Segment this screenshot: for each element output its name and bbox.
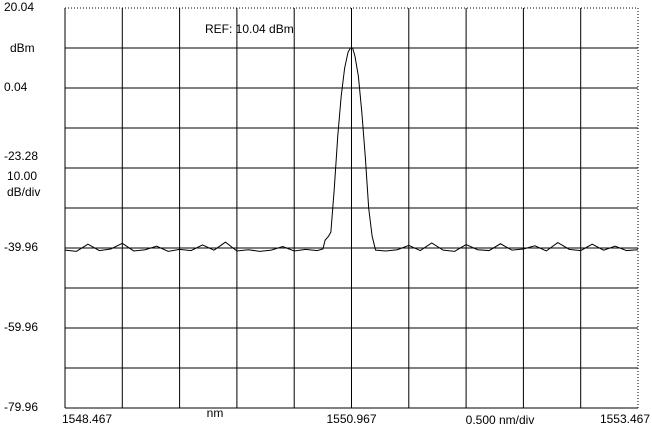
- annotation: 10.00: [7, 169, 37, 183]
- annotation: 0.500 nm/div: [466, 413, 535, 427]
- y-tick-label: -79.96: [4, 400, 38, 414]
- trace: [64, 46, 639, 252]
- x-tick-label: 1548.467: [62, 412, 112, 426]
- frame: [65, 7, 639, 408]
- annotation: -23.28: [4, 149, 38, 163]
- x-tick-label: 1550.967: [326, 412, 376, 426]
- y-tick-label: -59.96: [4, 320, 38, 334]
- y-tick-label: -39.96: [4, 240, 38, 254]
- y-tick-label: 0.04: [4, 80, 28, 94]
- x-tick-label: 1553.467: [600, 412, 650, 426]
- annotation: REF: 10.04 dBm: [205, 22, 294, 36]
- annotation: nm: [207, 406, 224, 420]
- annotation: dBm: [10, 41, 35, 55]
- y-tick-label: 20.04: [4, 0, 34, 14]
- annotation: dB/div: [7, 185, 40, 199]
